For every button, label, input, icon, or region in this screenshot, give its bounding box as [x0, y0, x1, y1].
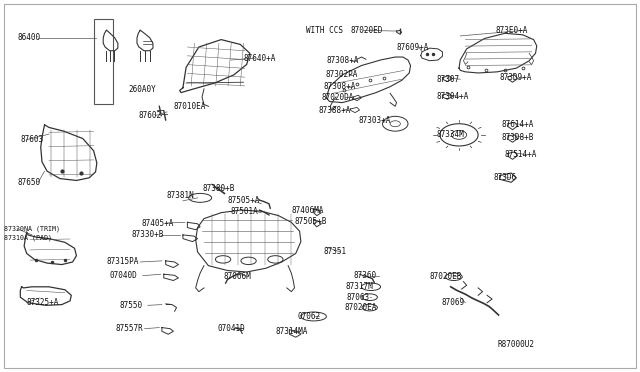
- Text: 87314MA: 87314MA: [275, 327, 308, 336]
- Text: 87308+A: 87308+A: [326, 56, 359, 65]
- Text: 873E0+A: 873E0+A: [495, 26, 528, 35]
- Text: 87614+A: 87614+A: [502, 121, 534, 129]
- Text: 87381N: 87381N: [167, 191, 195, 200]
- Text: 87405+A: 87405+A: [141, 219, 174, 228]
- Text: 87380+B: 87380+B: [202, 185, 234, 193]
- Text: 87334M: 87334M: [436, 130, 464, 140]
- Text: 873D8+B: 873D8+B: [502, 132, 534, 142]
- Text: 87303+A: 87303+A: [358, 116, 390, 125]
- Text: 87315PA: 87315PA: [106, 257, 139, 266]
- Text: 260A0Y: 260A0Y: [129, 85, 156, 94]
- Text: 87514+A: 87514+A: [505, 150, 538, 159]
- Text: 87069: 87069: [441, 298, 464, 307]
- Text: 87320NA (TRIM): 87320NA (TRIM): [4, 225, 60, 232]
- Text: 87505+B: 87505+B: [294, 217, 327, 226]
- Text: 87020DA: 87020DA: [321, 93, 354, 102]
- Text: 87310A (PAD): 87310A (PAD): [4, 235, 52, 241]
- Text: 87602: 87602: [138, 111, 161, 120]
- Text: 87351: 87351: [323, 247, 346, 256]
- Text: 86400: 86400: [17, 33, 40, 42]
- Text: WITH CCS: WITH CCS: [306, 26, 343, 35]
- Text: 87501A: 87501A: [231, 207, 259, 216]
- Text: 87557R: 87557R: [116, 324, 144, 333]
- Text: 87317M: 87317M: [346, 282, 373, 291]
- Text: 87020ED: 87020ED: [351, 26, 383, 35]
- Text: 87063: 87063: [347, 293, 370, 302]
- Text: R87000U2: R87000U2: [497, 340, 534, 349]
- Text: 87307: 87307: [436, 75, 459, 84]
- Text: 87640+A: 87640+A: [243, 54, 276, 62]
- Text: 87603: 87603: [20, 135, 44, 144]
- Text: 873D9+A: 873D9+A: [500, 73, 532, 82]
- Text: 87010EA: 87010EA: [173, 102, 205, 111]
- Text: 87020EA: 87020EA: [344, 303, 376, 312]
- Text: 87505+A: 87505+A: [228, 196, 260, 205]
- Text: 87325+A: 87325+A: [27, 298, 59, 307]
- Text: 07041D: 07041D: [218, 324, 246, 333]
- Text: 87650: 87650: [17, 178, 40, 187]
- Text: 87302PA: 87302PA: [325, 70, 358, 79]
- Text: 87609+A: 87609+A: [397, 42, 429, 51]
- Text: 07062: 07062: [298, 312, 321, 321]
- Bar: [93, 19, 113, 105]
- Text: 07040D: 07040D: [109, 271, 138, 280]
- Text: 87388+A: 87388+A: [319, 106, 351, 115]
- Text: 87360: 87360: [353, 271, 376, 280]
- Text: 87020EB: 87020EB: [429, 272, 462, 281]
- Text: 87330+B: 87330+B: [132, 230, 164, 240]
- Text: 87066M: 87066M: [223, 272, 251, 281]
- Text: 87304+A: 87304+A: [436, 92, 468, 101]
- Text: 87550: 87550: [119, 301, 142, 310]
- Text: 87308+A: 87308+A: [324, 82, 356, 91]
- Text: 87406MA: 87406MA: [291, 206, 324, 215]
- Text: 873D6: 873D6: [493, 173, 516, 182]
